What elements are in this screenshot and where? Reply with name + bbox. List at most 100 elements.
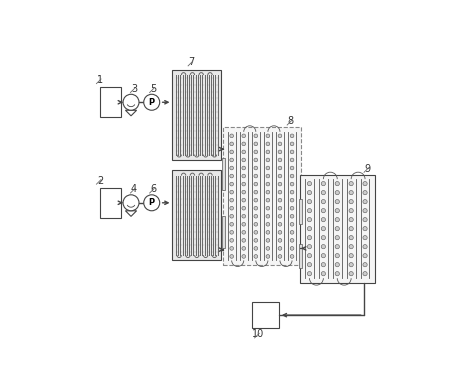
Circle shape: [335, 235, 339, 240]
Text: 8: 8: [287, 116, 294, 126]
Circle shape: [242, 158, 245, 162]
Polygon shape: [299, 199, 302, 224]
Circle shape: [278, 222, 282, 226]
Circle shape: [335, 245, 339, 249]
Circle shape: [230, 247, 234, 250]
Polygon shape: [126, 211, 136, 216]
Circle shape: [266, 182, 270, 186]
Circle shape: [123, 195, 139, 211]
Circle shape: [230, 255, 234, 258]
Circle shape: [230, 158, 234, 162]
Circle shape: [266, 214, 270, 218]
Circle shape: [349, 217, 353, 222]
Circle shape: [363, 235, 367, 240]
Circle shape: [254, 255, 258, 258]
Circle shape: [266, 158, 270, 162]
Circle shape: [254, 214, 258, 218]
Circle shape: [363, 200, 367, 204]
Circle shape: [335, 209, 339, 213]
Circle shape: [242, 198, 245, 202]
Circle shape: [242, 247, 245, 250]
Circle shape: [254, 222, 258, 226]
Circle shape: [278, 190, 282, 194]
Circle shape: [321, 253, 326, 258]
Circle shape: [278, 182, 282, 186]
Circle shape: [349, 271, 353, 276]
Circle shape: [321, 182, 326, 186]
Circle shape: [290, 166, 294, 170]
Circle shape: [242, 166, 245, 170]
Text: 3: 3: [131, 84, 137, 94]
Circle shape: [230, 214, 234, 218]
Circle shape: [278, 142, 282, 146]
Circle shape: [254, 206, 258, 210]
Circle shape: [290, 206, 294, 210]
Text: 6: 6: [150, 184, 156, 194]
Circle shape: [242, 174, 245, 178]
Circle shape: [363, 227, 367, 231]
Circle shape: [266, 255, 270, 258]
Circle shape: [290, 142, 294, 146]
Circle shape: [321, 209, 326, 213]
Circle shape: [307, 200, 312, 204]
Circle shape: [307, 190, 312, 195]
Circle shape: [307, 263, 312, 267]
Circle shape: [278, 214, 282, 218]
Circle shape: [307, 217, 312, 222]
Circle shape: [278, 198, 282, 202]
Text: P: P: [149, 198, 155, 207]
Circle shape: [230, 182, 234, 186]
Circle shape: [307, 245, 312, 249]
Circle shape: [290, 222, 294, 226]
Circle shape: [363, 182, 367, 186]
Circle shape: [266, 238, 270, 242]
Polygon shape: [100, 88, 121, 117]
Circle shape: [290, 247, 294, 250]
Circle shape: [144, 195, 160, 211]
Circle shape: [230, 134, 234, 138]
Circle shape: [307, 271, 312, 276]
Circle shape: [290, 255, 294, 258]
Circle shape: [123, 94, 139, 110]
Circle shape: [335, 227, 339, 231]
Circle shape: [254, 230, 258, 234]
Circle shape: [363, 253, 367, 258]
Circle shape: [242, 255, 245, 258]
Polygon shape: [126, 110, 136, 116]
Circle shape: [363, 263, 367, 267]
Circle shape: [307, 235, 312, 240]
Circle shape: [290, 238, 294, 242]
Circle shape: [321, 190, 326, 195]
Circle shape: [335, 182, 339, 186]
Circle shape: [266, 166, 270, 170]
Circle shape: [349, 235, 353, 240]
Circle shape: [290, 150, 294, 154]
Circle shape: [230, 198, 234, 202]
Circle shape: [254, 238, 258, 242]
Circle shape: [254, 174, 258, 178]
Circle shape: [349, 245, 353, 249]
Circle shape: [278, 134, 282, 138]
Circle shape: [266, 247, 270, 250]
Polygon shape: [223, 127, 301, 265]
Circle shape: [242, 190, 245, 194]
Circle shape: [266, 190, 270, 194]
Circle shape: [242, 206, 245, 210]
Circle shape: [321, 200, 326, 204]
Circle shape: [349, 263, 353, 267]
Circle shape: [290, 158, 294, 162]
Circle shape: [278, 206, 282, 210]
Circle shape: [363, 271, 367, 276]
Circle shape: [254, 142, 258, 146]
Circle shape: [254, 134, 258, 138]
Circle shape: [321, 263, 326, 267]
Text: 10: 10: [252, 329, 264, 339]
Circle shape: [230, 238, 234, 242]
Text: 4: 4: [131, 184, 137, 194]
Circle shape: [290, 182, 294, 186]
Circle shape: [266, 142, 270, 146]
Circle shape: [290, 230, 294, 234]
Polygon shape: [222, 216, 225, 248]
Circle shape: [266, 222, 270, 226]
Circle shape: [254, 182, 258, 186]
